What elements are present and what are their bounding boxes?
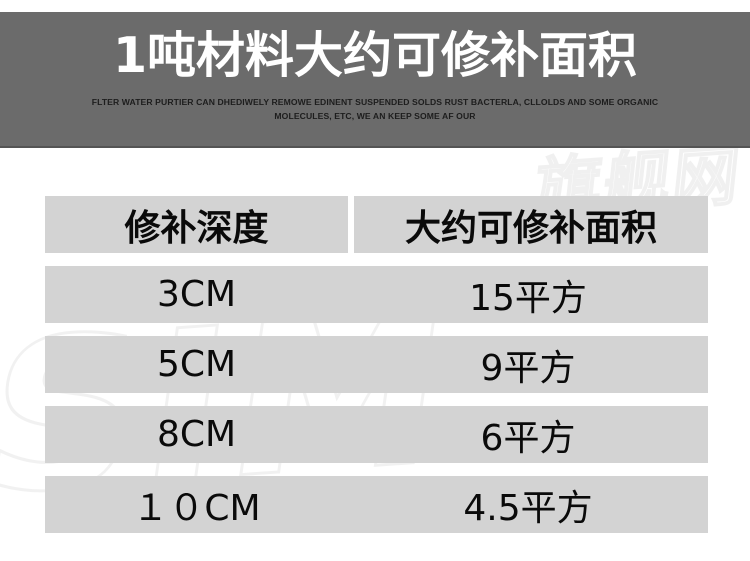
cell-depth: １０CM bbox=[45, 476, 348, 533]
cell-area: 15平方 bbox=[348, 266, 708, 323]
table-row: 5CM 9平方 bbox=[45, 336, 708, 393]
cell-area: 4.5平方 bbox=[348, 476, 708, 533]
table-header-row: 修补深度 大约可修补面积 bbox=[45, 196, 708, 253]
cell-area: 9平方 bbox=[348, 336, 708, 393]
table-row: 3CM 15平方 bbox=[45, 266, 708, 323]
repair-coverage-table: 修补深度 大约可修补面积 3CM 15平方 5CM 9平方 8CM 6平方 １０… bbox=[45, 196, 708, 546]
banner-subtitle: FLTER WATER PURTIER CAN DHEDIWELY REMOWE… bbox=[0, 95, 750, 123]
column-header-depth: 修补深度 bbox=[45, 196, 348, 253]
cell-depth: 3CM bbox=[45, 266, 348, 323]
cell-depth: 8CM bbox=[45, 406, 348, 463]
table-row: １０CM 4.5平方 bbox=[45, 476, 708, 533]
column-header-area: 大约可修补面积 bbox=[354, 196, 708, 253]
table-row: 8CM 6平方 bbox=[45, 406, 708, 463]
banner-subtitle-line-2: MOLECULES, ETC, WE AN KEEP SOME AF OUR bbox=[274, 111, 476, 121]
page-banner: 1吨材料大约可修补面积 FLTER WATER PURTIER CAN DHED… bbox=[0, 12, 750, 148]
banner-subtitle-line-1: FLTER WATER PURTIER CAN DHEDIWELY REMOWE… bbox=[91, 97, 659, 107]
page-title: 1吨材料大约可修补面积 bbox=[112, 27, 638, 84]
cell-area: 6平方 bbox=[348, 406, 708, 463]
cell-depth: 5CM bbox=[45, 336, 348, 393]
